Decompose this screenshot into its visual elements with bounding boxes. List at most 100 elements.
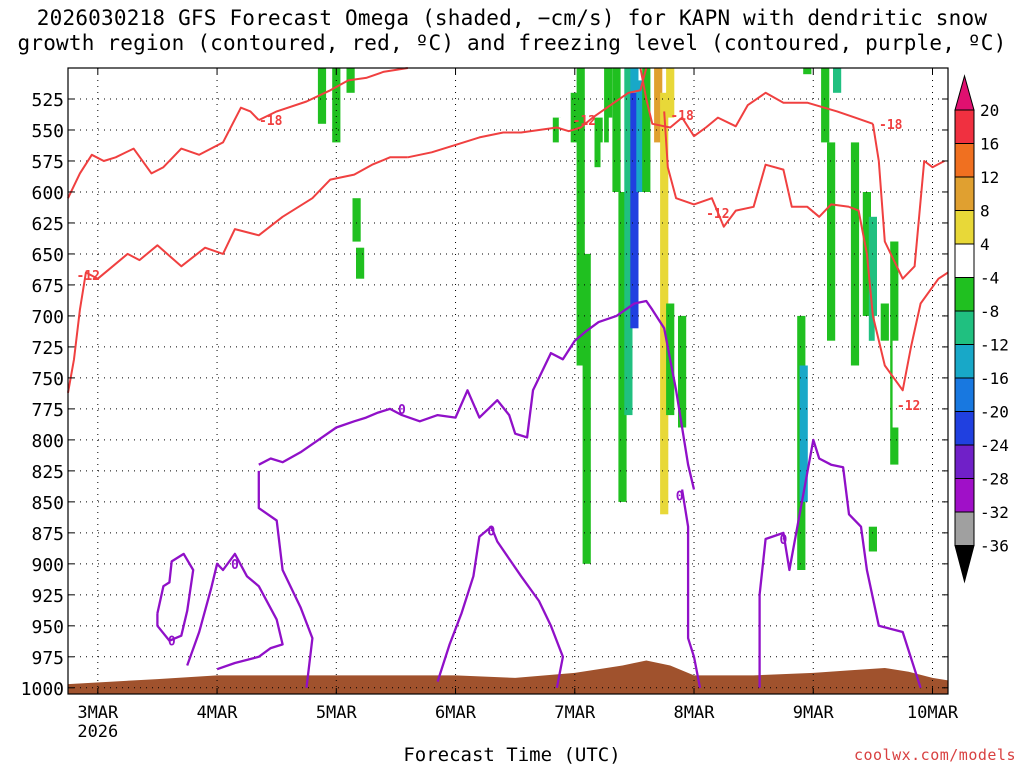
colorbar-label: -28 — [980, 470, 1009, 489]
omega-shade-cell — [534, 117, 544, 217]
omega-shade-cell — [263, 291, 272, 391]
omega-shade-cell — [799, 365, 808, 502]
dgz-contour — [67, 106, 260, 199]
dgz-contour-label: -18 — [670, 109, 694, 124]
dgz-contour — [871, 123, 945, 280]
omega-shade-cell — [233, 427, 242, 465]
colorbar-segment — [954, 411, 975, 446]
y-tick-label: 625 — [31, 214, 64, 235]
omega-shade-cell — [902, 68, 911, 106]
omega-shade-cell — [892, 340, 901, 428]
y-tick-label: 750 — [31, 369, 64, 390]
omega-shade-cell — [806, 539, 815, 577]
omega-shade-cell — [352, 198, 361, 242]
x-tick-label: 8MAR — [674, 703, 716, 723]
omega-shade-cell — [678, 315, 687, 428]
colorbar-label: 4 — [980, 235, 990, 254]
colorbar-label: 20 — [980, 101, 999, 120]
x-tick-label: 4MAR — [197, 703, 239, 723]
omega-shade-cell — [666, 68, 675, 118]
y-tick-label: 600 — [31, 183, 64, 204]
colorbar-label: -32 — [980, 503, 1009, 522]
omega-shade-cell — [314, 415, 323, 478]
freezing-contour-label: 0 — [676, 490, 684, 505]
omega-shade-cell — [582, 253, 591, 564]
colorbar-segment — [954, 176, 975, 211]
freezing-contour-label: 0 — [398, 403, 406, 418]
y-tick-label: 550 — [31, 121, 64, 142]
chart-title-line2: growth region (contoured, red, ºC) and f… — [17, 31, 1007, 55]
x-tick-label: 7MAR — [554, 703, 596, 723]
chart-title: 2026030218 GFS Forecast Omega (shaded, −… — [0, 6, 1024, 56]
omega-shade-cell — [600, 142, 609, 217]
y-tick-label: 650 — [31, 245, 64, 266]
omega-shade-cell — [711, 390, 720, 478]
colorbar-segment — [954, 444, 975, 479]
omega-shade-cell — [642, 303, 651, 515]
x-tick-label: 10MAR — [907, 703, 959, 723]
omega-shade-cell — [564, 68, 573, 106]
freezing-contour — [436, 525, 565, 689]
dgz-contour-label: -12 — [573, 114, 596, 129]
dgz-contour — [67, 156, 408, 393]
dgz-contour — [407, 67, 648, 159]
plot-frame — [67, 67, 949, 695]
omega-shade-cell — [868, 216, 877, 341]
omega-shade-cell — [642, 68, 651, 192]
chart-title-line1: 2026030218 GFS Forecast Omega (shaded, −… — [36, 6, 988, 30]
colorbar-segment — [954, 310, 975, 345]
omega-shade-cell — [654, 68, 663, 143]
dgz-contour-label: -12 — [77, 269, 100, 284]
omega-shade-cell — [570, 92, 579, 143]
x-tick-label: 6MAR — [435, 703, 477, 723]
omega-shade-cell — [437, 68, 446, 130]
omega-shade-cell — [868, 526, 877, 552]
x-axis-label: Forecast Time (UTC) — [403, 744, 621, 766]
omega-shade-cell — [630, 92, 639, 329]
freezing-contour — [156, 552, 195, 642]
colorbar-label: -16 — [980, 369, 1009, 388]
omega-shade-cell — [874, 315, 883, 428]
dgz-contour-label: -12 — [897, 399, 920, 414]
omega-shade-cell — [332, 68, 341, 143]
omega-shade-cell — [779, 192, 788, 217]
y-tick-label: 950 — [31, 617, 64, 638]
omega-shade-cell — [660, 92, 669, 515]
colorbar-label: -24 — [980, 436, 1009, 455]
omega-shade-cell — [415, 204, 424, 254]
dgz-contour — [663, 111, 850, 228]
omega-shade-cell — [618, 192, 627, 502]
colorbar-segment — [954, 143, 975, 178]
omega-shade-cell — [604, 68, 613, 143]
y-tick-label: 575 — [31, 152, 64, 173]
y-tick-label: 700 — [31, 307, 64, 328]
colorbar-segment — [954, 511, 975, 546]
y-tick-label: 825 — [31, 462, 64, 483]
dgz-contour-label: -18 — [259, 114, 283, 129]
y-tick-label: 975 — [31, 648, 64, 669]
plot-group: -18 -12 -12 -18 -12 -18 -12 0 0 0 0 0 0 525 550 575 600 6… — [21, 67, 959, 742]
dgz-contour — [848, 205, 949, 392]
terrain-fill — [68, 660, 948, 694]
omega-shade-cell — [630, 68, 639, 93]
colorbar-segment — [954, 210, 975, 245]
y-tick-label: 900 — [31, 555, 64, 576]
y-tick-label: 800 — [31, 431, 64, 452]
colorbar-segment — [954, 344, 975, 379]
omega-shade-cell — [227, 68, 236, 124]
omega-shade-cell — [317, 68, 327, 124]
dgz-contour-label: -18 — [879, 118, 903, 133]
omega-shade-cell — [827, 142, 836, 341]
omega-shade-cell — [552, 117, 561, 143]
colorbar-segment — [954, 243, 975, 278]
omega-shade-cell — [880, 303, 889, 341]
colorbar-segment — [954, 277, 975, 312]
colorbar-segment — [954, 377, 975, 412]
y-tick-label: 925 — [31, 586, 64, 607]
y-tick-label: 675 — [31, 276, 64, 297]
dgz-contour — [258, 67, 408, 121]
omega-shade-cell — [397, 68, 406, 93]
omega-shade-cell — [558, 117, 567, 155]
x-tick-label: 9MAR — [793, 703, 835, 723]
freezing-contour-label: 0 — [487, 524, 495, 539]
